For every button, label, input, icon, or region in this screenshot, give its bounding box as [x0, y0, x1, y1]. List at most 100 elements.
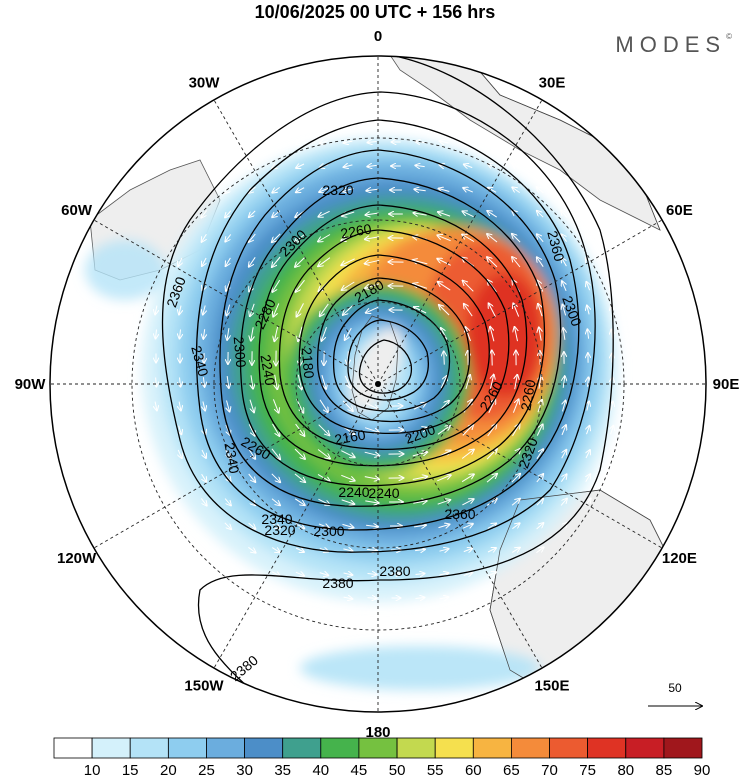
wind-arrow	[225, 210, 232, 218]
colorbar-label: 10	[84, 762, 101, 779]
wind-arrow	[202, 449, 206, 458]
wind-arrow	[342, 211, 355, 216]
wind-arrow	[224, 498, 231, 506]
colorbar-label: 75	[579, 762, 596, 779]
wind-arrow	[320, 303, 329, 316]
contour-label-text: 2240	[368, 485, 399, 501]
wind-arrow	[201, 210, 208, 217]
wind-arrow	[275, 374, 278, 389]
wind-arrow	[251, 327, 253, 340]
wind-arrow	[462, 235, 475, 242]
wind-arrow	[227, 376, 229, 388]
wind-arrow	[368, 118, 377, 119]
wind-arrow	[562, 305, 565, 316]
wind-arrow	[271, 473, 280, 482]
wind-arrow	[611, 282, 614, 291]
colorbar-label: 85	[656, 762, 673, 779]
contour-label: 2260	[517, 378, 538, 412]
wind-arrow	[636, 378, 637, 387]
longitude-label: 60E	[666, 202, 693, 219]
wind-arrow	[463, 573, 473, 576]
wind-arrow	[490, 327, 495, 342]
wind-arrow	[318, 257, 331, 267]
colorbar-label: 55	[427, 762, 444, 779]
wind-arrow	[320, 141, 329, 144]
wind-arrow	[203, 329, 204, 339]
wind-arrow	[537, 234, 544, 243]
wind-arrow	[439, 573, 449, 575]
wind-arrow	[249, 210, 256, 217]
wind-arrow	[156, 329, 157, 339]
wind-arrow	[415, 165, 425, 166]
wind-arrow	[515, 375, 518, 390]
wind-arrow	[439, 305, 450, 316]
contour-label-text: 2340	[261, 511, 292, 527]
wind-arrow	[487, 548, 496, 552]
wind-arrow	[463, 281, 474, 292]
contour-label-text: 2380	[379, 563, 410, 579]
wind-arrow	[488, 140, 497, 144]
wind-arrow	[414, 189, 426, 191]
wind-arrow	[295, 233, 306, 242]
wind-arrow	[438, 524, 450, 527]
wind-arrow	[462, 499, 473, 506]
contour-label-text: 2300	[313, 523, 344, 539]
wind-arrow	[512, 164, 521, 169]
wind-arrow	[487, 234, 498, 243]
wind-arrow	[439, 549, 449, 551]
longitude-label: 180	[365, 724, 390, 741]
colorbar-swatch	[434, 737, 474, 759]
longitude-labels: 0 30E 60E 90E 120E 150E 180 150W 120W 90W 60W 30W	[15, 28, 740, 741]
wind-arrow	[414, 525, 426, 527]
contour-label: 2300	[231, 336, 250, 369]
wind-arrow	[487, 257, 498, 268]
wind-arrow	[487, 211, 497, 218]
wind-arrow	[366, 189, 378, 191]
wind-arrow	[179, 281, 182, 291]
meridian-line	[377, 219, 663, 385]
contour-2160	[358, 339, 413, 394]
wind-arrow	[414, 307, 427, 314]
wind-arrow	[465, 375, 470, 390]
contour-label: 2320	[264, 522, 295, 538]
contour-2340	[195, 119, 580, 531]
wind-arrow	[248, 424, 255, 435]
wind-arrow	[341, 499, 355, 504]
wind-arrow	[586, 282, 589, 291]
wind-arrow	[560, 499, 567, 506]
wind-arrow	[464, 141, 473, 144]
wind-arrow	[296, 399, 304, 412]
colorbar-label: 90	[694, 762, 711, 779]
wind-arrow	[437, 426, 450, 435]
wind-arrow	[585, 210, 592, 218]
wind-arrow	[490, 375, 493, 390]
wind-arrow	[251, 375, 253, 388]
meridian-line	[377, 383, 543, 669]
contour-label: 2320	[322, 182, 353, 198]
colorbar: 10 15 20 25 30 35 40 45 50 55 60 65 70 75 80 85 90	[53, 737, 711, 779]
wind-arrow	[537, 281, 544, 292]
wind-arrow	[515, 327, 518, 342]
wind-arrow	[295, 548, 304, 552]
wind-arrow	[437, 235, 451, 242]
wind-arrow	[226, 304, 229, 316]
wind-arrow	[225, 234, 232, 241]
wind-arrow	[294, 448, 305, 459]
wind-arrow	[248, 522, 256, 529]
wind-arrow	[440, 141, 449, 143]
wind-speed-shading	[85, 138, 618, 690]
contour-label-text: 2260	[517, 378, 538, 412]
wind-arrow	[202, 233, 207, 242]
colorbar-swatch	[625, 737, 665, 759]
longitude-label: 150E	[534, 677, 569, 694]
wind-arrow	[318, 210, 330, 216]
wind-arrow	[272, 522, 279, 528]
wind-arrow	[512, 234, 521, 243]
geopotential-contours	[161, 56, 614, 701]
wind-arrow	[297, 303, 304, 316]
colorbar-label: 40	[312, 762, 329, 779]
longitude-label: 90W	[15, 376, 47, 393]
contour-label-text: 2160	[333, 426, 367, 447]
wind-arrow	[561, 187, 568, 194]
wind-arrow	[537, 187, 544, 194]
